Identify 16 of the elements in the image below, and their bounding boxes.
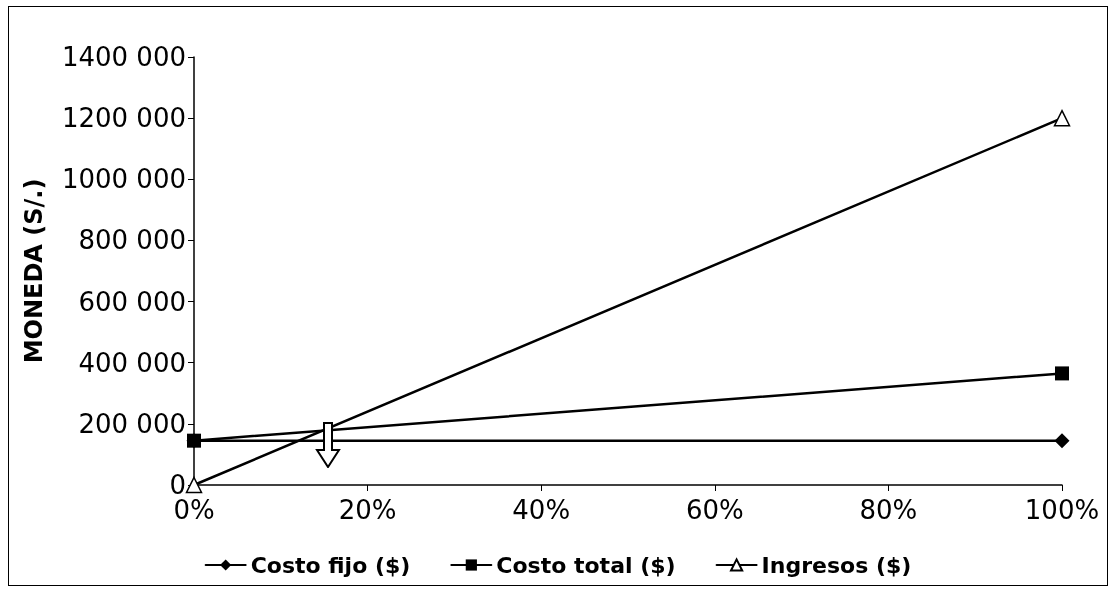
x-tick-label: 60% <box>685 495 744 525</box>
x-tick-label: 40% <box>512 495 571 525</box>
x-tick-label: 100% <box>1024 495 1100 525</box>
y-tick-label: 200 000 <box>78 408 186 439</box>
y-tick-label: 800 000 <box>78 225 186 256</box>
y-tick-label: 1000 000 <box>61 164 186 195</box>
x-tick-label: 20% <box>338 495 397 525</box>
x-tick-label: 80% <box>859 495 918 525</box>
legend-label: Costo total ($) <box>496 552 676 578</box>
y-tick-label: 1400 000 <box>61 42 186 72</box>
legend-label: Ingresos ($) <box>761 552 912 578</box>
y-tick-label: 600 000 <box>78 286 186 317</box>
y-tick-label: 400 000 <box>78 347 186 378</box>
y-tick-label: 1200 000 <box>61 103 186 134</box>
y-axis-title: MONEDA (S/.) <box>20 178 48 364</box>
legend-label: Costo fijo ($) <box>250 552 411 578</box>
